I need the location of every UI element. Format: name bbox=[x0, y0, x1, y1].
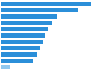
Bar bbox=[1, 2, 91, 6]
Bar bbox=[1, 52, 37, 57]
Bar bbox=[1, 59, 33, 63]
Bar bbox=[1, 65, 10, 69]
Bar bbox=[1, 46, 40, 50]
Bar bbox=[1, 40, 43, 44]
Bar bbox=[1, 27, 48, 31]
Bar bbox=[1, 14, 57, 19]
Bar bbox=[1, 21, 52, 25]
Bar bbox=[1, 8, 78, 12]
Bar bbox=[1, 33, 45, 38]
